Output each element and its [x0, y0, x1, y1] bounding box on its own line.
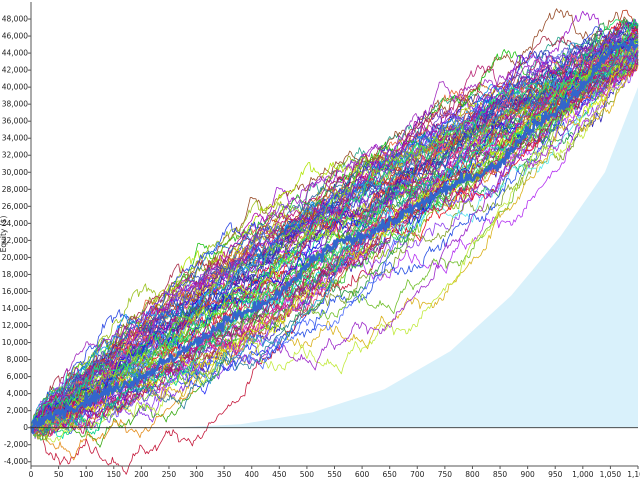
- equity-series-93: [30, 45, 639, 428]
- y-tick-label: 0: [23, 423, 28, 432]
- y-tick-label: 48,000: [2, 15, 28, 24]
- x-tick-label: 800: [465, 470, 480, 479]
- x-tick-label: 300: [189, 470, 204, 479]
- x-tick-label: 100: [79, 470, 94, 479]
- y-tick-label: 40,000: [2, 83, 28, 92]
- y-tick-label: 30,000: [2, 168, 28, 177]
- equity-series-83: [30, 36, 639, 432]
- equity-series-77: [30, 49, 639, 432]
- x-tick-label: 150: [107, 470, 122, 479]
- x-tick-label: 600: [355, 470, 370, 479]
- equity-series-42: [30, 54, 639, 428]
- highlight-series: [29, 40, 639, 433]
- y-tick-label: 38,000: [2, 100, 28, 109]
- y-tick-label: 16,000: [2, 287, 28, 296]
- y-tick-label: 18,000: [2, 270, 28, 279]
- x-tick-label: 1,050: [600, 470, 622, 479]
- y-tick-label: 10,000: [2, 338, 28, 347]
- x-tick-label: 1,000: [572, 470, 594, 479]
- y-tick-label: 28,000: [2, 185, 28, 194]
- x-tick-label: 700: [410, 470, 425, 479]
- equity-series-88: [30, 22, 639, 431]
- equity-series-82: [30, 21, 639, 433]
- equity-series-98: [30, 54, 639, 429]
- y-tick-label: 8,000: [7, 355, 29, 364]
- y-axis-title: Equity ($): [0, 216, 8, 253]
- equity-series-70: [30, 44, 639, 428]
- equity-series-73: [30, 64, 639, 443]
- equity-series-54: [30, 32, 639, 428]
- equity-series-20: [30, 22, 639, 434]
- equity-series-51: [30, 64, 639, 442]
- y-tick-label: 20,000: [2, 253, 28, 262]
- x-tick-label: 0: [29, 470, 34, 479]
- x-tick-label: 250: [162, 470, 177, 479]
- y-tick-label: 12,000: [2, 321, 28, 330]
- equity-series-60: [30, 9, 639, 428]
- equity-series-53: [30, 30, 639, 428]
- x-tick-label: 650: [383, 470, 398, 479]
- y-tick-label: 46,000: [2, 32, 28, 41]
- x-tick-label: 950: [548, 470, 563, 479]
- x-tick-label: 750: [438, 470, 453, 479]
- x-tick-label: 850: [493, 470, 508, 479]
- equity-series-90: [30, 47, 639, 431]
- y-tick-label: -4,000: [4, 457, 28, 466]
- x-tick-label: 550: [327, 470, 342, 479]
- y-tick-label: 44,000: [2, 49, 28, 58]
- y-tick-label: 32,000: [2, 151, 28, 160]
- x-tick-label: 500: [300, 470, 315, 479]
- equity-series-100: [30, 38, 639, 431]
- x-tick-label: 450: [272, 470, 287, 479]
- x-tick-label: 50: [54, 470, 64, 479]
- y-tick-label: 4,000: [7, 389, 29, 398]
- y-tick-label: 2,000: [7, 406, 29, 415]
- y-tick-label: -2,000: [4, 440, 28, 449]
- equity-series-97: [30, 50, 639, 436]
- y-tick-label: 22,000: [2, 236, 28, 245]
- x-tick-label: 350: [217, 470, 232, 479]
- equity-series-99: [30, 19, 639, 428]
- band-layer: [31, 87, 638, 428]
- y-tick-label: 24,000: [2, 219, 28, 228]
- y-tick-label: 6,000: [7, 372, 29, 381]
- x-tick-label: 400: [245, 470, 260, 479]
- x-tick-label: 200: [134, 470, 149, 479]
- y-tick-label: 36,000: [2, 117, 28, 126]
- drawdown-band: [31, 87, 638, 428]
- highlight-layer: [29, 40, 639, 433]
- equity-series-96: [30, 23, 639, 435]
- y-tick-label: 34,000: [2, 134, 28, 143]
- x-tick-label: 900: [520, 470, 535, 479]
- y-tick-label: 26,000: [2, 202, 28, 211]
- y-tick-label: 14,000: [2, 304, 28, 313]
- y-tick-label: 42,000: [2, 66, 28, 75]
- x-tick-label: 1,100: [627, 470, 640, 479]
